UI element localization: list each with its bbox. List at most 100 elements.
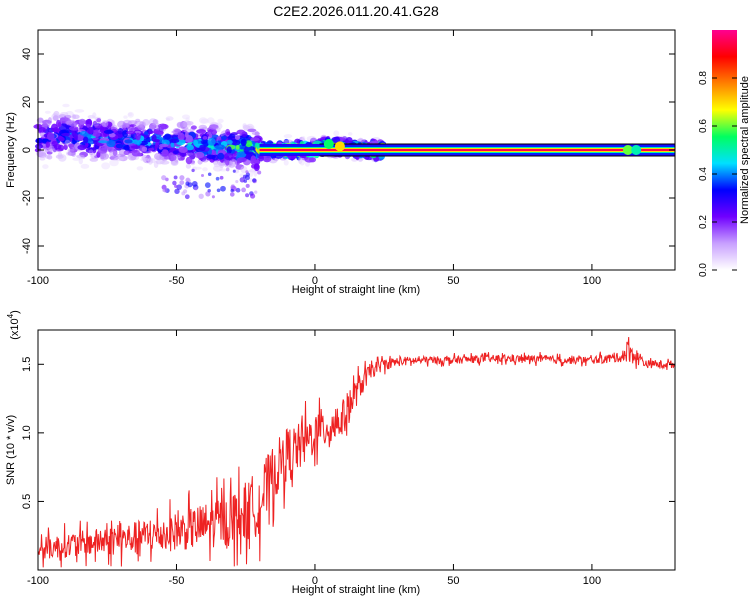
spectrogram-cell — [239, 177, 245, 183]
spectrogram-cell — [135, 132, 141, 141]
spectrogram-cell — [254, 142, 260, 148]
spectrogram-cell — [136, 166, 144, 171]
spectrogram-cell — [117, 128, 124, 135]
spectrogram-cell — [71, 130, 76, 136]
spectrogram-cell — [47, 117, 53, 126]
spectrogram-cell — [108, 132, 116, 138]
spectrogram-cell — [66, 151, 72, 156]
spectrogram-cell — [83, 136, 89, 144]
spectrogram-y-tick: 40 — [21, 48, 675, 60]
spectrogram-cell — [226, 131, 231, 136]
snr-x-axis-label: Height of straight line (km) — [292, 584, 420, 596]
spectrogram-cell — [76, 133, 84, 141]
spectrogram-cell — [42, 164, 49, 170]
spectrogram-cell — [213, 162, 221, 168]
spectrogram-cell — [174, 184, 178, 188]
spectrogram-y-tick: 0 — [21, 147, 675, 153]
spectrogram-cell — [179, 175, 185, 181]
spectrogram-cell — [631, 145, 642, 155]
spectrogram-cell — [258, 154, 264, 162]
spectrogram-cell — [44, 110, 51, 114]
spectrogram-cell — [235, 145, 240, 150]
spectrogram-cell — [334, 141, 345, 152]
spectrogram-cell — [89, 157, 99, 162]
spectrogram-cell — [257, 170, 262, 175]
spectrogram-cell — [147, 157, 153, 165]
spectrogram-heatmap — [33, 103, 675, 200]
spectrogram-cell — [68, 126, 79, 131]
spectrogram-cell — [206, 117, 215, 124]
spectrogram-cell — [207, 172, 212, 177]
spectrogram-cell — [185, 181, 190, 186]
spectrogram-cell — [200, 118, 209, 124]
snr-x-tick-label: -100 — [27, 575, 49, 587]
spectrogram-cell — [155, 130, 164, 135]
spectrogram-cell — [225, 167, 230, 172]
spectrogram-cell — [92, 112, 97, 119]
spectrogram-cell — [240, 138, 247, 147]
spectrogram-cell — [162, 149, 169, 157]
spectrogram-cell — [202, 159, 209, 163]
spectrogram-cell — [215, 144, 225, 150]
snr-frame — [37, 329, 676, 571]
spectrogram-cell — [253, 163, 260, 172]
spectrogram-cell — [172, 128, 181, 136]
spectrogram-cell — [217, 118, 224, 123]
spectrogram-cell — [130, 145, 141, 149]
spectrogram-cell — [72, 157, 81, 161]
spectrogram-cell — [194, 151, 205, 159]
spectrogram-cell — [101, 120, 109, 128]
spectrogram-cell — [194, 187, 198, 191]
spectrogram-cell — [71, 140, 77, 145]
spectrogram-cell — [51, 140, 58, 147]
spectrogram-cell — [59, 117, 69, 122]
spectrogram-cell — [219, 175, 224, 180]
snr-y-tick: 0.5 — [21, 494, 675, 509]
spectrogram-cell — [173, 150, 179, 155]
spectrogram-cell — [229, 192, 235, 197]
snr-y-multiplier-exponent: 4 — [6, 313, 15, 318]
spectrogram-cell — [345, 137, 353, 144]
spectrogram-cell — [283, 159, 289, 166]
spectrogram-y-tick: -40 — [21, 238, 675, 254]
spectrogram-cell — [220, 185, 226, 192]
spectrogram-cell — [185, 156, 193, 165]
spectrogram-cell — [299, 157, 306, 166]
spectrogram-cell — [80, 163, 90, 169]
spectrogram-cell — [73, 133, 79, 141]
colorbar-tick: 0.0 — [698, 263, 737, 277]
snr-series-line — [37, 336, 676, 568]
spectrogram-y-tick: -20 — [21, 190, 675, 206]
spectrogram-cell — [245, 140, 253, 148]
spectrogram-cell — [178, 146, 188, 153]
snr-y-multiplier: (x104) — [6, 310, 21, 340]
spectrogram-cell — [196, 129, 207, 134]
spectrogram-cell — [114, 156, 124, 162]
spectrogram-cell — [72, 114, 80, 120]
spectrogram-cell — [115, 143, 124, 149]
spectrogram-cell — [193, 139, 199, 147]
spectrogram-cell — [71, 151, 76, 157]
spectrogram-cell — [170, 142, 175, 148]
snr-x-tick-label: 0 — [312, 575, 318, 587]
spectrogram-cell — [184, 132, 189, 138]
spectrogram-cell — [93, 123, 99, 127]
spectrogram-cell — [79, 131, 88, 136]
spectrogram-cell — [279, 157, 287, 161]
snr-x-tick: 50 — [447, 330, 460, 587]
snr-x-tick: -50 — [169, 330, 184, 587]
spectrogram-cell — [207, 137, 216, 146]
colorbar-label: Normalized spectral amplitude — [739, 76, 750, 224]
spectrogram-cell — [116, 153, 126, 158]
spectrogram-cell — [221, 135, 227, 141]
spectrogram-cell — [226, 139, 233, 145]
spectrogram-x-axis-label: Height of straight line (km) — [292, 284, 420, 296]
spectrogram-cell — [123, 151, 129, 155]
spectrogram-cell — [200, 173, 205, 178]
colorbar-tick: 0.8 — [698, 71, 737, 85]
spectrogram-cell — [87, 126, 94, 135]
spectrogram-cell — [62, 103, 70, 108]
snr-y-axis-label: SNR (10 * v/v) — [5, 415, 17, 485]
colorbar-ticks: 0.0 0.2 0.4 0.6 0.8 — [698, 71, 737, 277]
